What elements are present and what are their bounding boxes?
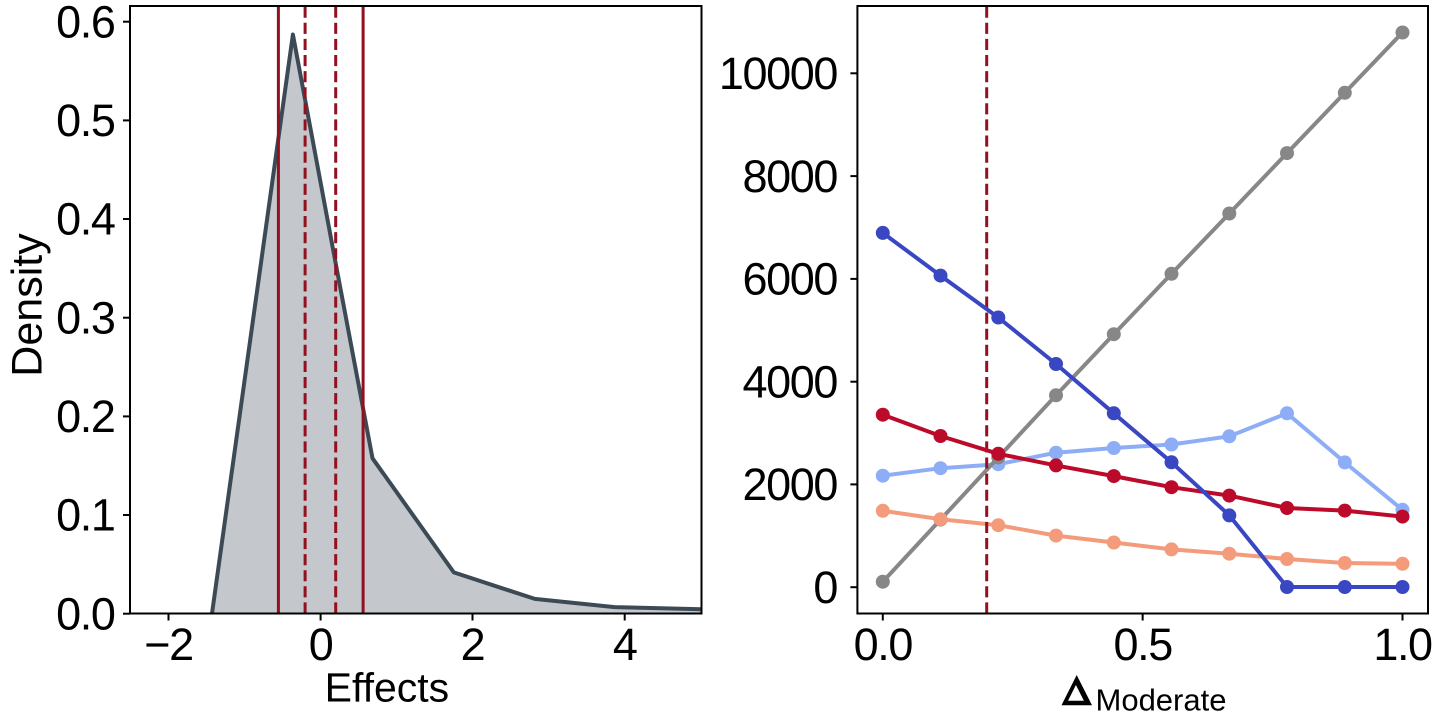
svg-text:−2: −2 [144, 619, 193, 670]
svg-text:10000: 10000 [719, 48, 838, 99]
svg-text:6000: 6000 [742, 254, 837, 305]
svg-text:4: 4 [613, 619, 637, 670]
svg-text:Density: Density [4, 233, 52, 377]
svg-text:0: 0 [309, 619, 333, 670]
svg-text:2: 2 [461, 619, 485, 670]
svg-text:0.0: 0.0 [854, 619, 913, 670]
svg-text:0.2: 0.2 [56, 391, 114, 442]
svg-text:0.0: 0.0 [56, 588, 115, 639]
svg-text:4000: 4000 [742, 356, 837, 407]
svg-text:0.1: 0.1 [56, 490, 114, 541]
svg-text:2000: 2000 [742, 459, 837, 510]
svg-text:0.4: 0.4 [56, 194, 115, 245]
svg-text:0.5: 0.5 [56, 95, 115, 146]
svg-text:0.5: 0.5 [1113, 619, 1172, 670]
svg-text:Moderate: Moderate [1096, 683, 1227, 718]
svg-text:8000: 8000 [742, 151, 837, 202]
svg-text:0.6: 0.6 [56, 0, 115, 47]
svg-text:Effects: Effects [325, 665, 450, 711]
svg-text:0: 0 [813, 562, 837, 613]
svg-text:0.3: 0.3 [56, 292, 115, 343]
svg-text:1.0: 1.0 [1373, 619, 1432, 670]
